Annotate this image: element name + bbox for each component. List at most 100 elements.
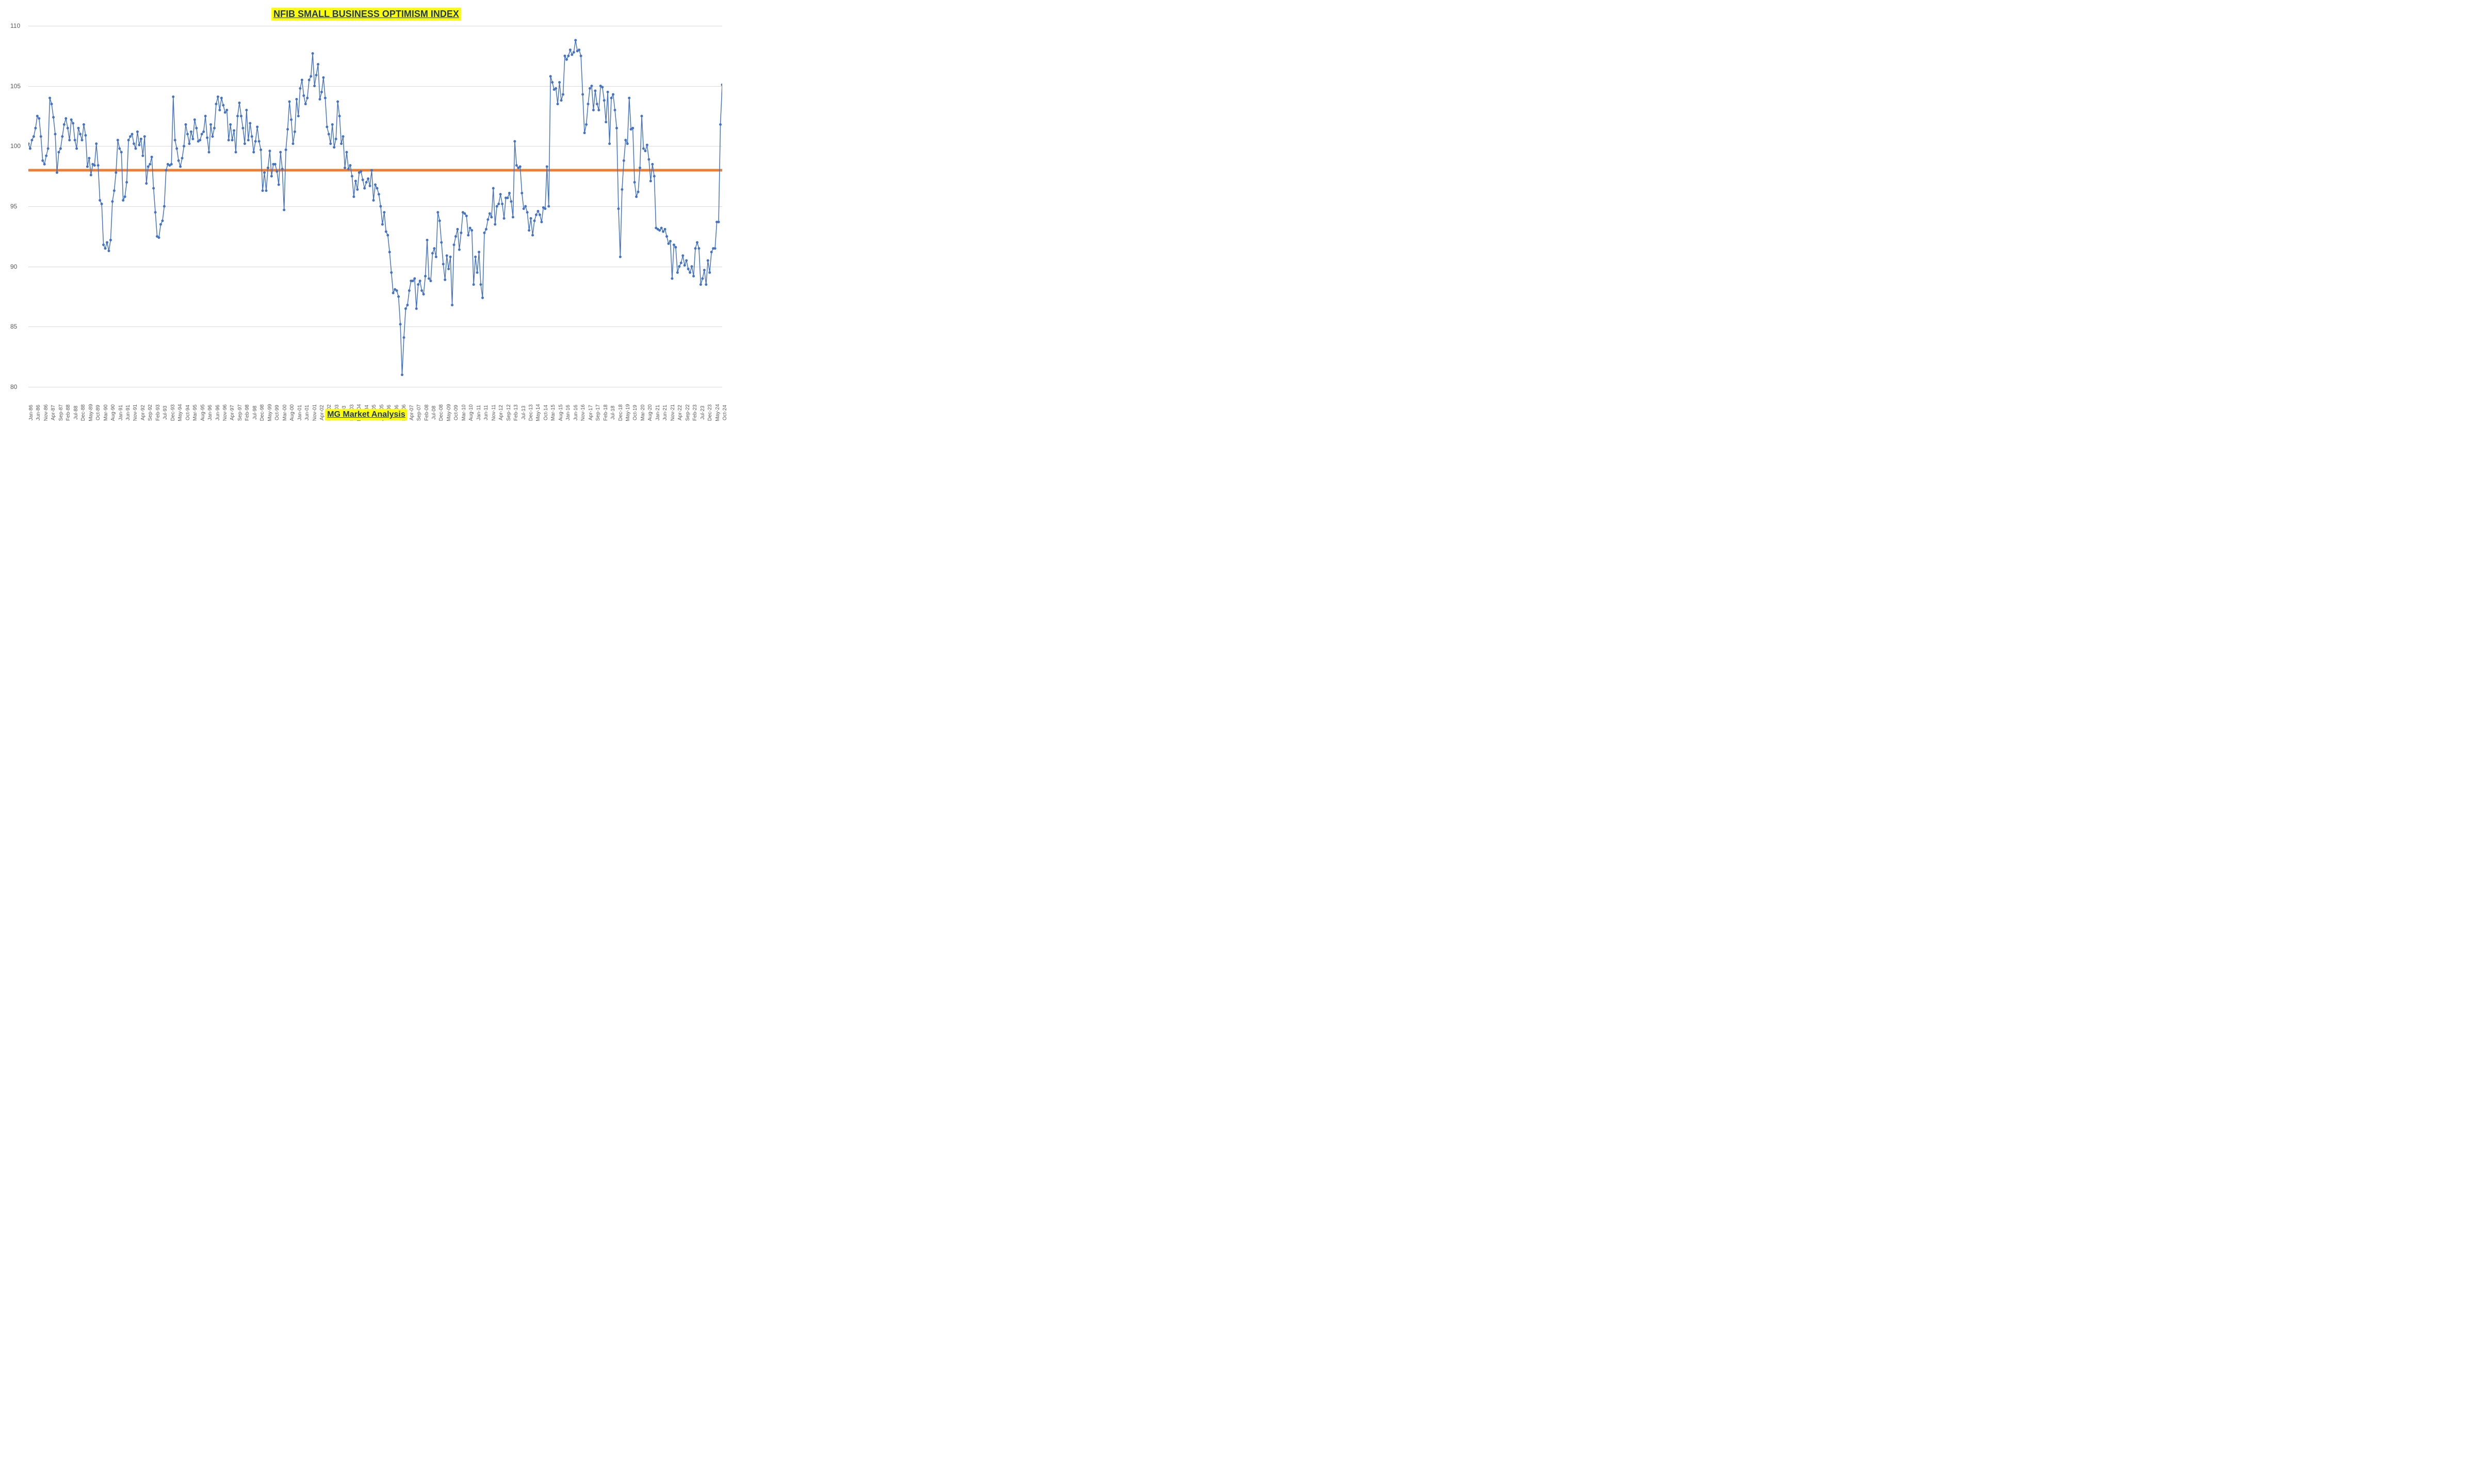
data-marker bbox=[218, 109, 221, 111]
data-marker bbox=[689, 271, 691, 274]
data-marker bbox=[624, 139, 627, 141]
data-marker bbox=[583, 132, 586, 134]
data-marker bbox=[235, 151, 237, 154]
x-tick-label: Mar-95 bbox=[192, 404, 198, 421]
data-marker bbox=[574, 39, 577, 42]
data-marker bbox=[397, 296, 400, 298]
data-marker bbox=[365, 181, 368, 184]
data-marker bbox=[333, 146, 335, 149]
data-marker bbox=[467, 234, 469, 237]
data-marker bbox=[442, 263, 445, 266]
x-tick-label: Oct-09 bbox=[453, 405, 459, 420]
data-marker bbox=[351, 175, 353, 177]
data-marker bbox=[181, 157, 184, 159]
x-tick-label: Mar-15 bbox=[550, 404, 556, 421]
data-marker bbox=[141, 155, 144, 157]
data-marker bbox=[436, 211, 439, 214]
data-marker bbox=[159, 223, 162, 226]
x-tick-label: Jul-88 bbox=[73, 405, 79, 419]
data-marker bbox=[281, 168, 284, 170]
x-tick-label: Nov-86 bbox=[43, 404, 49, 421]
x-tick-label: Jan-96 bbox=[207, 405, 213, 421]
data-marker bbox=[245, 109, 248, 111]
data-marker bbox=[429, 280, 432, 282]
data-marker bbox=[90, 174, 92, 176]
x-tick-label: Mar-10 bbox=[461, 404, 467, 421]
data-marker bbox=[523, 207, 525, 210]
data-marker bbox=[563, 55, 566, 57]
data-marker bbox=[243, 142, 246, 145]
data-marker bbox=[136, 131, 139, 133]
data-marker bbox=[268, 150, 271, 152]
data-marker bbox=[224, 111, 226, 114]
data-marker bbox=[47, 148, 50, 150]
data-marker bbox=[585, 123, 588, 126]
data-marker bbox=[551, 81, 554, 84]
data-marker bbox=[422, 293, 425, 296]
data-marker bbox=[270, 175, 273, 177]
data-marker bbox=[501, 203, 503, 205]
data-marker bbox=[590, 85, 593, 87]
x-tick-label: Sep-07 bbox=[416, 404, 422, 421]
data-marker bbox=[165, 169, 167, 172]
x-tick-label: Mar-00 bbox=[282, 404, 288, 421]
data-marker bbox=[420, 289, 423, 292]
data-marker bbox=[288, 101, 291, 103]
x-tick-label: Aug-00 bbox=[289, 404, 295, 421]
data-marker bbox=[104, 247, 107, 250]
data-marker bbox=[513, 140, 516, 143]
data-marker bbox=[201, 133, 203, 136]
x-tick-label: Jul-13 bbox=[521, 405, 527, 419]
x-tick-label: Jan-11 bbox=[476, 405, 482, 420]
data-marker bbox=[262, 189, 264, 192]
data-marker bbox=[555, 87, 557, 90]
data-marker bbox=[313, 85, 316, 87]
data-marker bbox=[338, 115, 341, 118]
data-marker bbox=[117, 139, 119, 141]
data-marker bbox=[342, 135, 345, 138]
x-tick-label: Sep-87 bbox=[58, 404, 64, 421]
data-marker bbox=[340, 142, 343, 145]
data-marker bbox=[460, 232, 462, 234]
x-tick-label: Oct-14 bbox=[543, 405, 549, 420]
data-marker bbox=[417, 283, 419, 286]
data-marker bbox=[385, 231, 387, 233]
data-marker bbox=[474, 256, 477, 258]
data-marker bbox=[390, 271, 393, 274]
data-marker bbox=[369, 185, 371, 187]
chart-title: NFIB SMALL BUSINESS OPTIMISM INDEX bbox=[271, 8, 461, 21]
x-tick-label: Nov-16 bbox=[580, 404, 586, 421]
data-marker bbox=[326, 126, 328, 128]
data-marker bbox=[113, 189, 116, 192]
data-marker bbox=[404, 307, 407, 310]
data-marker bbox=[208, 151, 210, 154]
data-marker bbox=[286, 128, 289, 131]
y-tick-label: 100 bbox=[10, 142, 21, 150]
data-marker bbox=[41, 159, 44, 162]
data-marker bbox=[202, 131, 205, 133]
data-marker bbox=[352, 195, 355, 198]
data-marker bbox=[263, 171, 266, 174]
data-marker bbox=[485, 228, 487, 231]
data-marker bbox=[217, 95, 219, 98]
data-marker bbox=[183, 145, 185, 148]
x-tick-label: Aug-90 bbox=[110, 404, 116, 421]
data-marker bbox=[30, 139, 33, 141]
data-marker bbox=[79, 133, 82, 136]
data-marker bbox=[206, 137, 208, 139]
data-marker bbox=[324, 97, 327, 100]
data-marker bbox=[107, 250, 110, 252]
x-tick-label: May-19 bbox=[625, 404, 631, 421]
data-marker bbox=[664, 228, 666, 231]
data-marker bbox=[154, 211, 157, 214]
data-marker bbox=[370, 169, 373, 172]
data-marker bbox=[438, 220, 441, 222]
data-marker bbox=[589, 87, 591, 90]
data-marker bbox=[694, 247, 697, 250]
data-marker bbox=[610, 97, 613, 100]
data-marker bbox=[623, 159, 625, 162]
data-marker bbox=[83, 123, 85, 126]
x-tick-label: Jan-21 bbox=[655, 405, 661, 421]
data-marker bbox=[490, 216, 493, 219]
data-marker bbox=[297, 115, 300, 118]
